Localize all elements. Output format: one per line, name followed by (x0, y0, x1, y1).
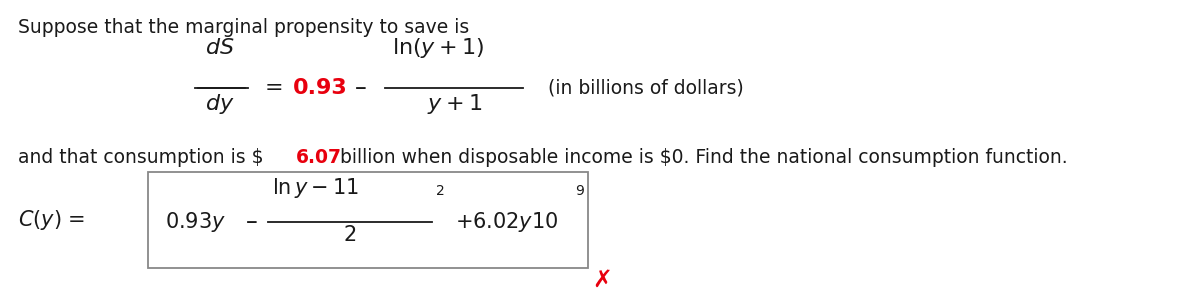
Text: billion when disposable income is $0. Find the national consumption function.: billion when disposable income is $0. Fi… (334, 148, 1068, 167)
Text: $y + 1$: $y + 1$ (427, 92, 482, 116)
Bar (148, 172, 588, 268)
Text: $9$: $9$ (575, 184, 584, 198)
Text: $2$: $2$ (343, 225, 356, 245)
Text: $\mathrm{ln}\,y - 11$: $\mathrm{ln}\,y - 11$ (272, 176, 359, 200)
Text: $\mathrm{ln}(y + 1)$: $\mathrm{ln}(y + 1)$ (392, 36, 485, 60)
Text: $+ 6.02y10$: $+ 6.02y10$ (455, 210, 558, 234)
Text: –: – (246, 210, 258, 234)
Text: 6.07: 6.07 (296, 148, 342, 167)
Text: Suppose that the marginal propensity to save is: Suppose that the marginal propensity to … (18, 18, 469, 37)
Text: $2$: $2$ (436, 184, 444, 198)
Text: and that consumption is $: and that consumption is $ (18, 148, 264, 167)
Text: $0.93y$: $0.93y$ (166, 210, 226, 234)
Text: 0.93: 0.93 (293, 78, 348, 98)
Text: $dy$: $dy$ (205, 92, 235, 116)
Text: $C(y)$ =: $C(y)$ = (18, 208, 85, 232)
Text: –: – (355, 76, 367, 100)
Text: =: = (265, 78, 283, 98)
Text: (in billions of dollars): (in billions of dollars) (548, 79, 744, 97)
Text: $dS$: $dS$ (205, 38, 235, 58)
Text: ✗: ✗ (592, 268, 612, 289)
